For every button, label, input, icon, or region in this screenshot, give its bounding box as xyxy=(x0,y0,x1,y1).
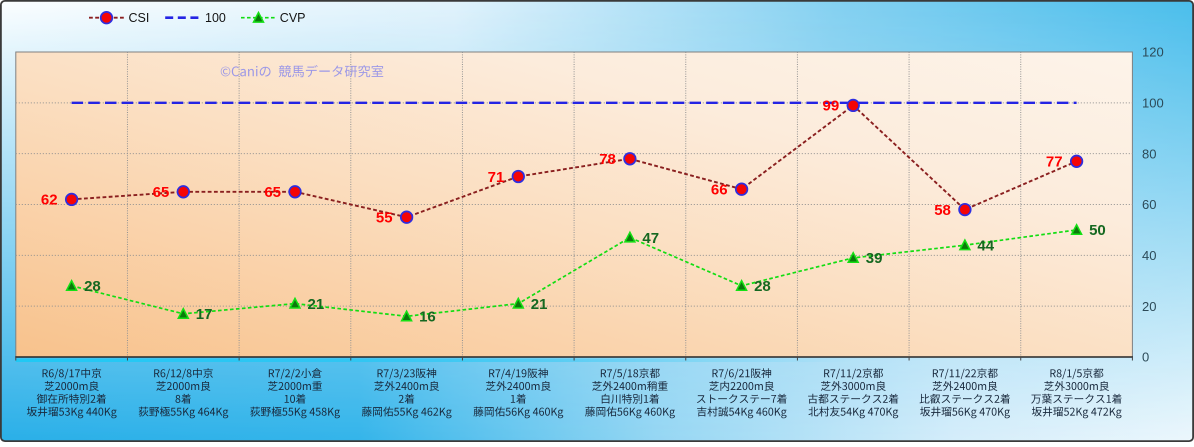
svg-text:100: 100 xyxy=(205,11,226,25)
svg-text:17: 17 xyxy=(196,306,213,323)
svg-text:28: 28 xyxy=(754,278,771,295)
svg-text:44: 44 xyxy=(977,238,994,255)
svg-text:CSI: CSI xyxy=(129,11,150,25)
svg-text:28: 28 xyxy=(84,278,101,295)
svg-text:CVP: CVP xyxy=(280,11,306,25)
svg-text:65: 65 xyxy=(264,184,281,201)
svg-text:71: 71 xyxy=(488,169,505,186)
svg-text:40: 40 xyxy=(1142,248,1156,263)
svg-text:60: 60 xyxy=(1142,197,1156,212)
svg-text:21: 21 xyxy=(308,296,325,313)
svg-text:100: 100 xyxy=(1142,95,1164,110)
svg-text:16: 16 xyxy=(419,309,436,326)
svg-text:99: 99 xyxy=(823,98,840,115)
svg-text:20: 20 xyxy=(1142,299,1156,314)
svg-text:62: 62 xyxy=(41,192,58,209)
svg-text:66: 66 xyxy=(711,182,728,199)
svg-text:77: 77 xyxy=(1046,154,1063,171)
svg-text:78: 78 xyxy=(599,151,616,168)
svg-text:55: 55 xyxy=(376,210,393,227)
svg-text:58: 58 xyxy=(934,202,951,219)
svg-text:47: 47 xyxy=(642,230,659,247)
svg-text:21: 21 xyxy=(531,296,548,313)
svg-text:65: 65 xyxy=(153,184,170,201)
svg-text:39: 39 xyxy=(866,250,883,267)
svg-text:80: 80 xyxy=(1142,146,1156,161)
svg-text:50: 50 xyxy=(1089,222,1106,239)
svg-text:120: 120 xyxy=(1142,45,1164,60)
svg-text:0: 0 xyxy=(1142,350,1149,365)
